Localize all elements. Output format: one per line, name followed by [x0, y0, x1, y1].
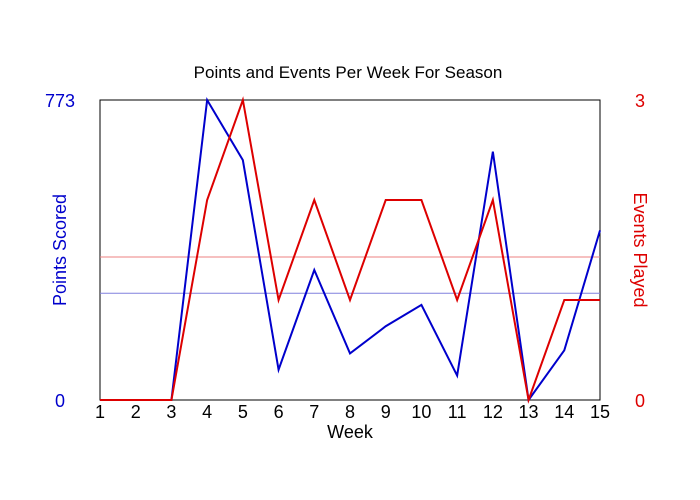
x-tick-label: 4: [202, 402, 212, 422]
x-tick-label: 8: [345, 402, 355, 422]
x-tick-label: 6: [274, 402, 284, 422]
left-tick-label: 0: [55, 391, 65, 411]
events-played-line: [100, 96, 600, 404]
series-lines: [100, 96, 601, 404]
left-axis-label: Points Scored: [50, 194, 70, 306]
x-tick-label: 5: [238, 402, 248, 422]
points-scored-line: [100, 96, 601, 403]
right-tick-label: 0: [635, 391, 645, 411]
reference-lines: [100, 256, 600, 294]
x-tick-label: 7: [309, 402, 319, 422]
x-tick-label: 9: [381, 402, 391, 422]
x-tick-label: 1: [95, 402, 105, 422]
x-tick-label: 2: [131, 402, 141, 422]
x-axis-label: Week: [327, 422, 374, 442]
x-tick-label: 14: [554, 402, 574, 422]
left-tick-label: 773: [45, 91, 75, 111]
x-tick-label: 3: [166, 402, 176, 422]
x-tick-label: 13: [519, 402, 539, 422]
x-tick-label: 12: [483, 402, 503, 422]
x-tick-label: 10: [411, 402, 431, 422]
x-tick-label: 15: [590, 402, 610, 422]
x-tick-label: 11: [448, 402, 467, 422]
chart-title: Points and Events Per Week For Season: [194, 63, 503, 82]
plot-frame: [99, 99, 601, 401]
right-axis-label: Events Played: [630, 192, 650, 307]
x-axis-ticks: 1 2 3 4 5 6 7 8 9 10 11 12 13 14 15: [95, 402, 610, 422]
right-tick-label: 3: [635, 91, 645, 111]
y-axis-ticks: 0 773 0 3: [45, 91, 645, 411]
